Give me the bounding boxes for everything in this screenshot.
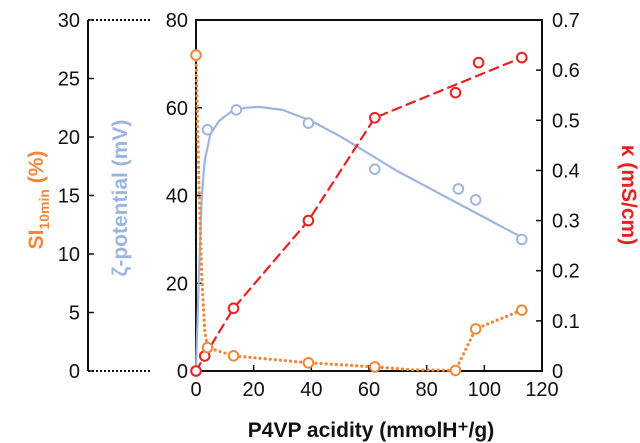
si-tick-label: 25 xyxy=(58,69,80,91)
series-lines-layer xyxy=(194,53,524,373)
si-tick-label: 5 xyxy=(69,303,80,325)
si-axis-label-sub: 10min xyxy=(36,189,52,229)
kappa-data-point xyxy=(302,214,315,227)
zeta-data-point xyxy=(230,104,243,116)
kappa-data-point xyxy=(190,365,202,377)
si-data-point xyxy=(201,341,214,354)
si-data-point xyxy=(516,304,528,317)
zeta-data-point xyxy=(516,233,528,246)
si-data-point xyxy=(369,361,381,373)
zeta-series-line xyxy=(194,105,523,373)
zeta-tick-label: 80 xyxy=(166,10,188,32)
kappa-tick-label: 0.3 xyxy=(552,211,580,233)
zeta-data-point xyxy=(302,117,315,129)
x-tick-label: 0 xyxy=(190,379,201,401)
zeta-tick-label: 20 xyxy=(166,273,188,295)
si-data-point xyxy=(449,364,462,377)
kappa-tick-label: 0.4 xyxy=(552,160,580,182)
x-tick-label: 120 xyxy=(525,379,558,401)
si-axis-label: SI10min (%) xyxy=(25,151,52,250)
si-data-point xyxy=(190,49,202,61)
kappa-tick-label: 0 xyxy=(552,361,563,383)
kappa-data-point xyxy=(369,112,381,124)
kappa-axis-label: κ (mS/cm) xyxy=(617,145,640,245)
si-tick-label: 15 xyxy=(58,186,80,208)
zeta-data-point xyxy=(369,163,381,175)
kappa-data-point xyxy=(227,302,240,315)
zeta-tick-label: 0 xyxy=(177,361,188,383)
x-tick-label: 80 xyxy=(416,379,438,401)
series-points-layer xyxy=(190,49,528,377)
x-axis-label: P4VP acidity (mmolH⁺/g) xyxy=(248,419,494,442)
kappa-data-point xyxy=(472,56,485,69)
x-tick-label: 60 xyxy=(358,379,380,401)
si-tick-label: 20 xyxy=(58,127,80,149)
tick-labels-layer: 0 20 40 60 80 100 12002040608005101520253000.1… xyxy=(58,10,580,401)
kappa-tick-label: 0.1 xyxy=(552,311,580,333)
x-tick-label: 40 xyxy=(300,379,322,401)
zeta-tick-label: 60 xyxy=(166,98,188,120)
kappa-tick-label: 0.6 xyxy=(552,60,580,82)
zeta-tick-label: 40 xyxy=(166,186,188,208)
kappa-data-point xyxy=(516,51,528,64)
si-data-point xyxy=(469,323,482,335)
kappa-tick-label: 0.2 xyxy=(552,261,580,283)
kappa-tick-label: 0.7 xyxy=(552,10,580,32)
kappa-tick-label: 0.5 xyxy=(552,110,580,132)
si-axis-label-unit: (%) xyxy=(25,151,48,190)
si-data-point xyxy=(227,350,240,362)
zeta-data-point xyxy=(201,123,214,136)
plot-frame xyxy=(195,19,543,372)
si-tick-label: 10 xyxy=(58,244,80,266)
zeta-data-point xyxy=(469,194,482,206)
si-tick-label: 30 xyxy=(58,10,80,32)
si-data-point xyxy=(302,357,315,369)
x-tick-label: 100 xyxy=(468,379,501,401)
zeta-data-point xyxy=(452,183,465,195)
si-axis-label-main: SI xyxy=(25,230,48,250)
si-tick-label: 0 xyxy=(69,361,80,383)
kappa-data-point xyxy=(449,86,462,99)
si-series-line xyxy=(194,53,524,372)
zeta-axis-label: ζ-potential (mV) xyxy=(109,120,132,277)
x-tick-label: 20 xyxy=(243,379,265,401)
